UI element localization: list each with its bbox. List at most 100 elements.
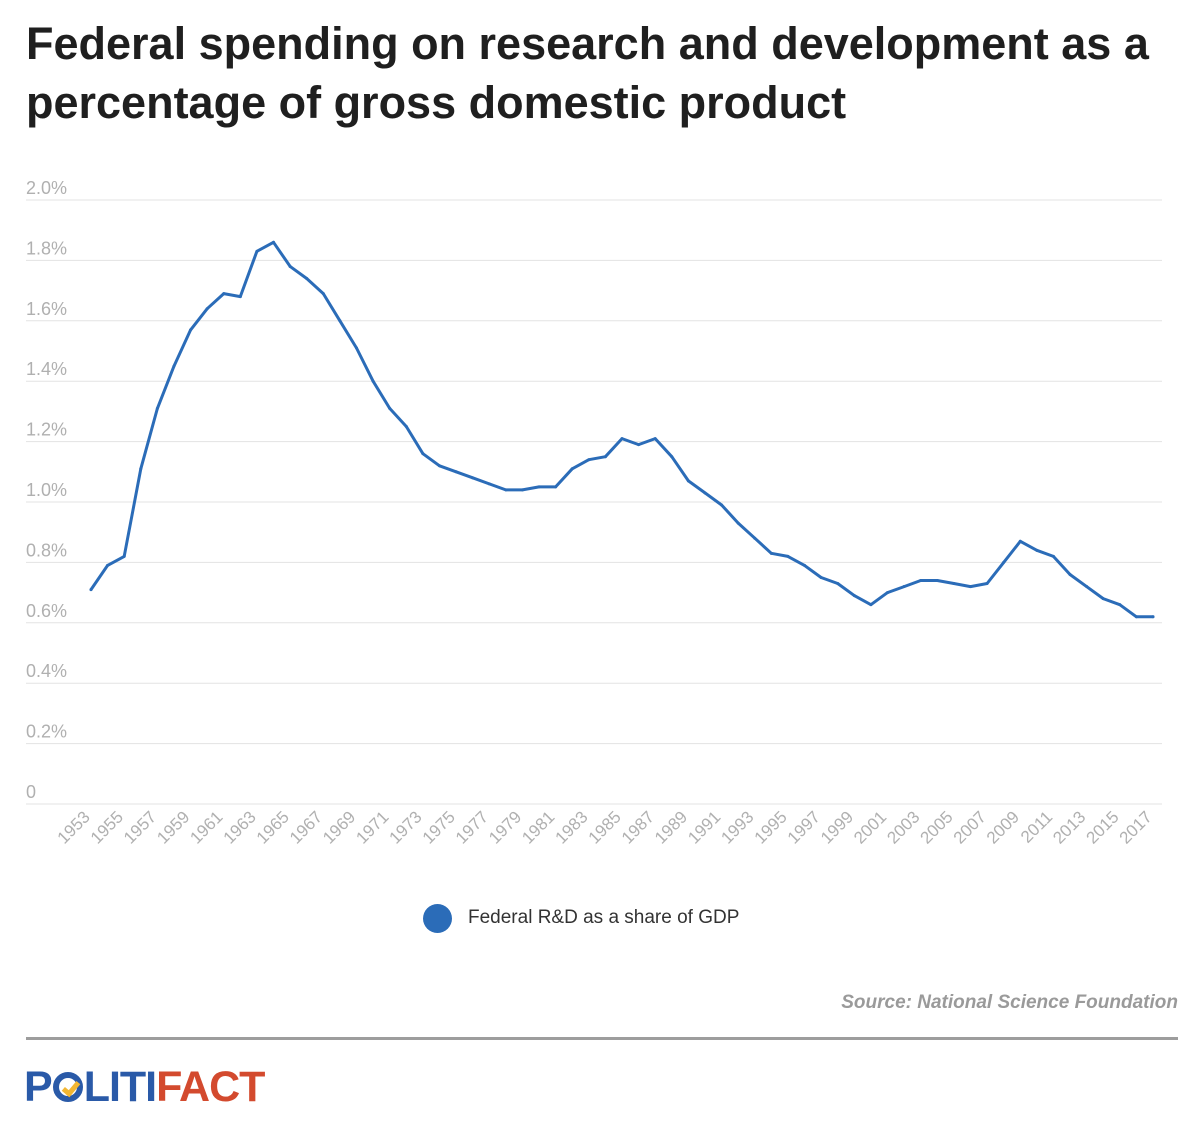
x-tick-label: 1981 [518, 807, 558, 847]
x-tick-label: 2013 [1049, 807, 1089, 847]
line-chart: 0 0.2% 0.4% 0.6% 0.8% 1.0% 1.2% 1.4% 1.6% 1.8% 2.0… [26, 178, 1162, 848]
data-point [836, 582, 840, 586]
data-point [288, 264, 292, 268]
data-point [1035, 548, 1039, 552]
data-point [819, 576, 823, 579]
data-point [106, 563, 110, 567]
x-tick-label: 2001 [850, 807, 890, 847]
x-tick-label: 2005 [917, 807, 957, 847]
series-line [89, 240, 1155, 619]
data-point [603, 455, 607, 459]
data-point [736, 521, 740, 525]
x-tick-label: 2003 [883, 807, 923, 847]
data-point [587, 458, 591, 462]
y-tick-label: 0.2% [26, 722, 67, 742]
data-point [769, 551, 773, 555]
data-point [952, 582, 956, 586]
data-point [1002, 560, 1006, 564]
legend-label: Federal R&D as a share of GDP [468, 907, 740, 928]
data-point [487, 482, 491, 486]
data-point [703, 491, 707, 495]
y-tick-label: 0.6% [26, 601, 67, 621]
x-tick-label: 2007 [950, 807, 990, 847]
data-point [753, 536, 757, 540]
logo-text-p: P [24, 1063, 53, 1111]
data-point [637, 443, 641, 447]
source-note: Source: National Science Foundation [841, 992, 1178, 1013]
data-point [720, 503, 724, 507]
y-tick-label: 1.8% [26, 238, 67, 258]
x-tick-label: 1983 [551, 807, 591, 847]
data-point [89, 588, 93, 592]
x-tick-label: 1961 [186, 807, 226, 847]
data-point [1134, 615, 1138, 619]
data-point [321, 292, 325, 296]
data-point [852, 594, 856, 598]
data-point [537, 485, 541, 489]
x-tick-label: 1999 [817, 807, 857, 847]
x-tick-label: 2009 [983, 807, 1023, 847]
x-tick-label: 1967 [286, 807, 326, 847]
y-axis-ticks: 0 0.2% 0.4% 0.6% 0.8% 1.0% 1.2% 1.4% 1.6% 1.8% 2.0… [26, 178, 67, 802]
data-point [189, 328, 193, 332]
x-tick-label: 1989 [651, 807, 691, 847]
data-point [238, 295, 242, 299]
y-tick-label: 0.8% [26, 540, 67, 560]
data-point [1151, 615, 1155, 619]
x-tick-label: 1963 [220, 807, 260, 847]
data-point [985, 582, 989, 586]
x-tick-label: 1997 [784, 807, 824, 847]
x-tick-label: 1969 [319, 807, 359, 847]
data-point [935, 579, 939, 583]
y-tick-label: 1.6% [26, 299, 67, 319]
data-point [172, 364, 176, 368]
data-point [437, 464, 441, 468]
data-point [155, 406, 159, 410]
gridlines [26, 199, 1162, 805]
data-point [968, 585, 972, 589]
x-tick-label: 1957 [120, 807, 160, 847]
y-tick-label: 1.0% [26, 480, 67, 500]
x-tick-label: 1971 [352, 807, 392, 847]
x-tick-label: 1979 [485, 807, 525, 847]
data-point [1051, 554, 1055, 558]
data-point [205, 307, 209, 311]
y-tick-label: 1.4% [26, 359, 67, 379]
x-tick-label: 1993 [717, 807, 757, 847]
data-point [1101, 597, 1105, 601]
data-point [520, 488, 524, 492]
data-point [222, 292, 226, 296]
data-point [554, 485, 558, 489]
data-point [404, 425, 408, 428]
x-tick-label: 2017 [1116, 807, 1156, 847]
y-tick-label: 0.4% [26, 661, 67, 681]
data-point [919, 579, 923, 583]
y-tick-label: 2.0% [26, 178, 67, 198]
x-tick-label: 1959 [153, 807, 193, 847]
data-point [670, 455, 674, 459]
data-point [686, 479, 690, 483]
data-point [504, 488, 508, 492]
data-point [305, 277, 309, 281]
data-point [272, 240, 276, 244]
data-point [653, 437, 657, 441]
data-point [139, 467, 143, 471]
politifact-logo: P LITI FACT [24, 1062, 265, 1112]
x-tick-label: 1973 [386, 807, 426, 847]
x-tick-label: 1955 [87, 807, 127, 847]
data-point [1085, 585, 1089, 589]
data-point [454, 470, 458, 474]
x-tick-label: 1987 [618, 807, 658, 847]
x-tick-label: 1995 [751, 807, 791, 847]
legend-swatch-circle [423, 903, 452, 933]
chart-title: Federal spending on research and develop… [26, 18, 1149, 128]
data-point [886, 591, 889, 595]
data-point [902, 585, 906, 589]
x-tick-label: 1977 [452, 807, 492, 847]
logo-check-o-icon [52, 1072, 83, 1102]
footer-divider [26, 1037, 1178, 1040]
logo-text-fact: FACT [156, 1063, 265, 1111]
logo-text-liti: LITI [83, 1063, 157, 1111]
data-point [620, 437, 624, 441]
x-tick-label: 2015 [1082, 807, 1122, 847]
